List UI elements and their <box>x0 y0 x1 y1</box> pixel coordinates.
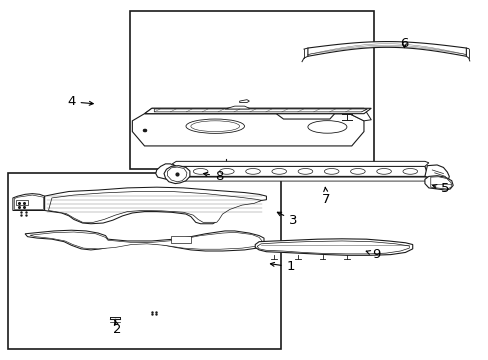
Ellipse shape <box>245 168 260 174</box>
Polygon shape <box>154 109 366 112</box>
Polygon shape <box>30 232 262 249</box>
Ellipse shape <box>271 168 286 174</box>
Polygon shape <box>167 167 186 182</box>
Polygon shape <box>14 195 43 210</box>
Polygon shape <box>132 114 363 146</box>
Polygon shape <box>171 235 190 243</box>
Text: 6: 6 <box>400 36 408 50</box>
Ellipse shape <box>307 121 346 133</box>
Text: 7: 7 <box>322 187 330 206</box>
Polygon shape <box>13 194 44 211</box>
Ellipse shape <box>298 168 312 174</box>
Polygon shape <box>173 166 427 176</box>
Ellipse shape <box>350 168 365 174</box>
Polygon shape <box>172 161 428 166</box>
Polygon shape <box>430 177 450 189</box>
Polygon shape <box>173 177 427 181</box>
Ellipse shape <box>193 168 207 174</box>
Text: 1: 1 <box>270 260 294 273</box>
Polygon shape <box>224 106 249 109</box>
Ellipse shape <box>402 168 417 174</box>
Text: 8: 8 <box>203 170 223 183</box>
Polygon shape <box>255 239 412 255</box>
Text: 2: 2 <box>113 320 122 336</box>
Polygon shape <box>163 166 189 184</box>
Polygon shape <box>16 200 27 205</box>
Text: 4: 4 <box>67 95 93 108</box>
Polygon shape <box>44 187 266 224</box>
Text: 5: 5 <box>432 183 449 195</box>
Ellipse shape <box>219 168 234 174</box>
Polygon shape <box>239 100 249 103</box>
Text: 9: 9 <box>366 248 380 261</box>
Polygon shape <box>144 108 370 121</box>
Polygon shape <box>25 230 264 251</box>
Polygon shape <box>257 241 408 254</box>
Bar <box>130 12 373 169</box>
Bar <box>8 173 281 348</box>
Text: 3: 3 <box>277 212 297 227</box>
Ellipse shape <box>376 168 390 174</box>
Polygon shape <box>156 164 176 179</box>
Polygon shape <box>307 41 466 56</box>
Ellipse shape <box>190 121 239 132</box>
Polygon shape <box>48 192 261 222</box>
Polygon shape <box>144 108 370 114</box>
Ellipse shape <box>185 119 244 134</box>
Polygon shape <box>424 165 448 181</box>
Polygon shape <box>424 176 452 190</box>
Ellipse shape <box>324 168 338 174</box>
